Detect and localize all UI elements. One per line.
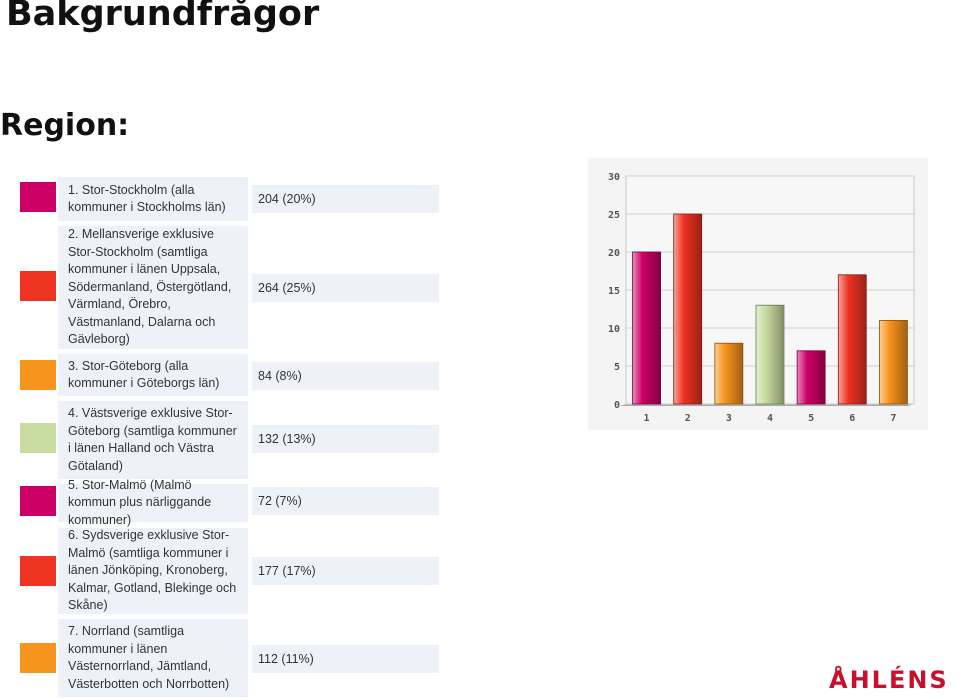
row-label: 2. Mellansverige exklusive Stor-Stockhol… (58, 226, 248, 349)
y-tick-label: 30 (608, 172, 620, 183)
y-tick-label: 25 (608, 210, 620, 221)
bar (632, 251, 661, 405)
x-tick-labels: 1 2 3 4 5 6 7 (644, 413, 897, 424)
row-label: 5. Stor-Malmö (Malmö kommun plus närligg… (58, 478, 248, 527)
bar (879, 319, 908, 405)
color-swatch (20, 486, 56, 516)
bars (632, 213, 908, 405)
x-tick-label: 3 (726, 413, 732, 424)
row-label: 4. Västsverige exklusive Stor-Göteborg (… (58, 401, 248, 479)
row-label: 3. Stor-Göteborg (alla kommuner i Götebo… (58, 354, 248, 396)
row-count: 204 (20%) (252, 185, 439, 213)
y-tick-label: 20 (608, 248, 620, 259)
bar (837, 274, 867, 405)
y-tick-label: 10 (608, 324, 620, 335)
row-count: 132 (13%) (252, 425, 439, 453)
y-tick-labels: 0 5 10 15 20 25 30 (608, 172, 620, 411)
row-count: 72 (7%) (252, 487, 439, 515)
y-tick-label: 5 (614, 362, 620, 373)
page-title: Bakgrundfrågor (6, 0, 320, 34)
bar (673, 213, 703, 405)
row-count: 84 (8%) (252, 362, 439, 390)
color-swatch (20, 643, 56, 673)
color-swatch (20, 360, 56, 390)
color-swatch (20, 556, 56, 586)
x-tick-label: 4 (767, 413, 773, 424)
bar (714, 342, 744, 405)
x-tick-label: 6 (849, 413, 855, 424)
color-swatch (20, 423, 56, 453)
ahlens-logo: ÅHLÉNS (829, 666, 949, 694)
bar-chart: 0 5 10 15 20 25 30 1 2 3 4 5 6 7 (588, 158, 928, 430)
color-swatch (20, 182, 56, 212)
y-tick-label: 0 (614, 400, 620, 411)
x-tick-label: 7 (890, 413, 896, 424)
x-tick-label: 5 (808, 413, 814, 424)
bar (755, 304, 785, 405)
color-swatch (20, 271, 56, 301)
bar (796, 350, 826, 405)
chart-floor (620, 404, 914, 406)
row-count: 177 (17%) (252, 557, 439, 585)
question-title: Region: (0, 108, 130, 143)
y-tick-label: 15 (608, 286, 620, 297)
row-label: 1. Stor-Stockholm (alla kommuner i Stock… (58, 177, 248, 221)
row-label: 7. Norrland (samtliga kommuner i länen V… (58, 619, 248, 697)
row-label: 6. Sydsverige exklusive Stor-Malmö (samt… (58, 528, 248, 614)
x-tick-label: 2 (685, 413, 691, 424)
x-tick-label: 1 (644, 413, 650, 424)
row-count: 264 (25%) (252, 274, 439, 302)
row-count: 112 (11%) (252, 645, 439, 673)
